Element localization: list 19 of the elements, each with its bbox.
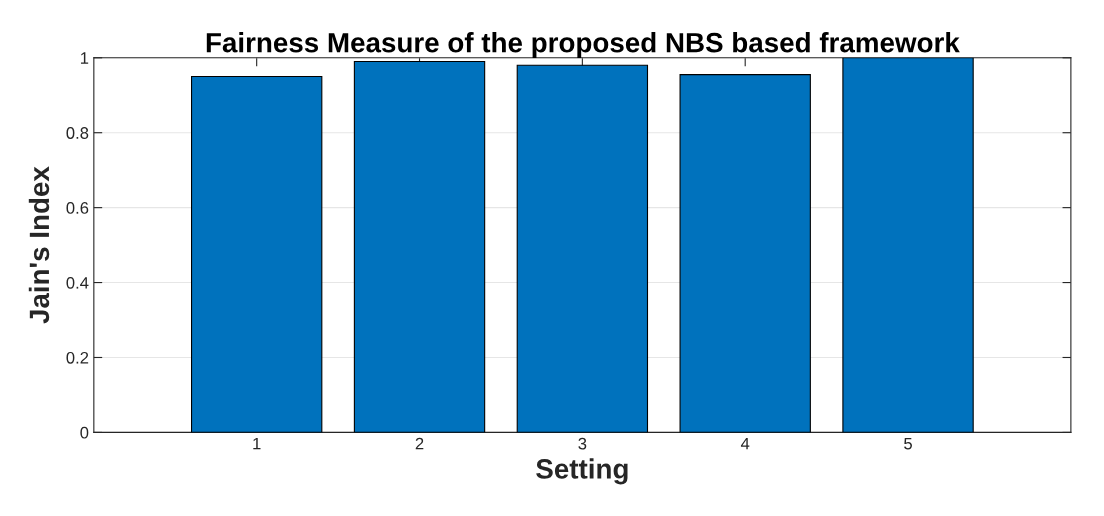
chart-title: Fairness Measure of the proposed NBS based framework (206, 32, 960, 58)
y-tick-label: 0.6 (66, 202, 89, 214)
x-tick-label: 1 (253, 437, 261, 450)
y-axis-title: Jain's Index (28, 166, 50, 324)
y-tick-label: 0 (80, 426, 89, 439)
x-tick-label: 4 (740, 437, 750, 450)
bar (516, 64, 649, 433)
y-tick-label: 0.4 (66, 276, 89, 289)
bar (190, 75, 323, 433)
y-tick-label: 0.8 (66, 127, 89, 139)
bar (842, 57, 974, 433)
y-tick-label: 1 (80, 52, 89, 64)
x-tick-label: 3 (578, 437, 587, 450)
x-tick-label: 5 (904, 437, 912, 450)
bar (679, 74, 811, 433)
x-tick-label: 2 (415, 437, 424, 450)
bar (353, 60, 486, 433)
x-axis-title: Setting (536, 458, 628, 485)
y-tick-label: 0.2 (66, 351, 89, 364)
